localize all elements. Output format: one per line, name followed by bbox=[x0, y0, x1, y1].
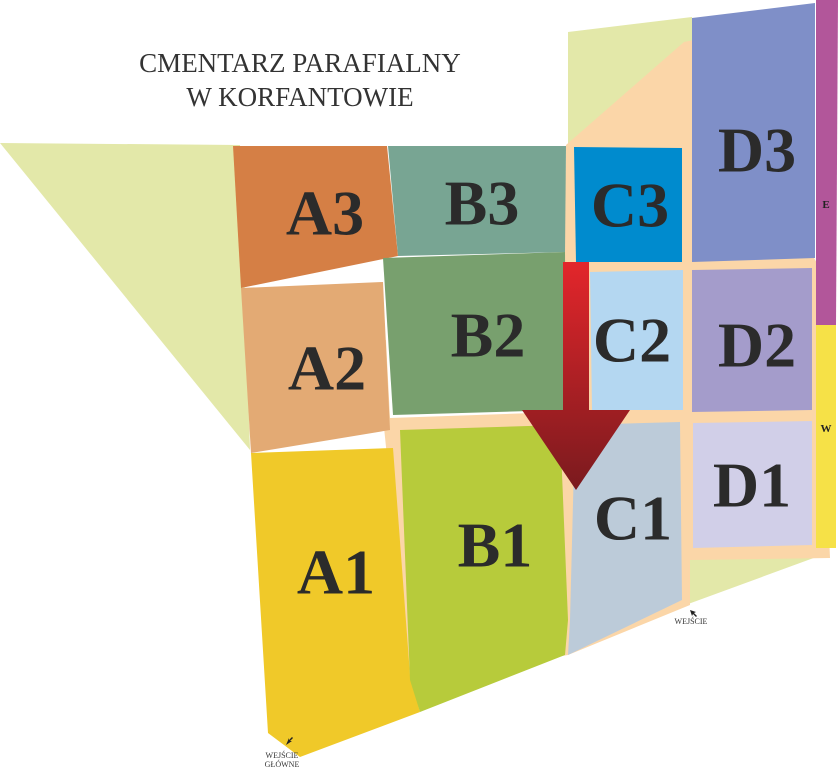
sector-c1[interactable]: C1 bbox=[568, 422, 682, 655]
sector-shape bbox=[241, 282, 390, 453]
sector-label: D2 bbox=[718, 310, 796, 381]
strip-w-label: W bbox=[821, 423, 832, 435]
sector-shape bbox=[251, 448, 420, 757]
sector-b2[interactable]: B2 bbox=[383, 252, 566, 415]
sector-shape bbox=[400, 425, 568, 712]
sector-shape bbox=[693, 421, 812, 548]
sector-label: B2 bbox=[451, 300, 526, 371]
sector-d2[interactable]: D2 bbox=[692, 268, 812, 412]
sector-shape bbox=[692, 268, 812, 412]
side-entrance[interactable]: WEJŚCIE bbox=[675, 610, 708, 626]
sector-b3[interactable]: B3 bbox=[388, 146, 566, 256]
main-entrance-label-1: WEJŚCIE bbox=[266, 750, 299, 760]
sector-label: B3 bbox=[445, 168, 520, 239]
sector-c2[interactable]: C2 bbox=[590, 270, 683, 410]
sector-a2[interactable]: A2 bbox=[241, 282, 390, 453]
sector-shape bbox=[590, 270, 683, 410]
sector-d1[interactable]: D1 bbox=[693, 421, 812, 548]
pointer-arrow-icon bbox=[690, 610, 697, 617]
sector-shape bbox=[383, 252, 566, 415]
side-entrance-label: WEJŚCIE bbox=[675, 616, 708, 626]
sector-shape bbox=[233, 146, 398, 288]
sectors: A3 A2 A1 B3 B2 B1 C3 C2 C1 D3 D2 D1 bbox=[233, 3, 815, 757]
strip-e-label: E bbox=[822, 199, 829, 211]
sector-label: C3 bbox=[591, 170, 669, 241]
sector-label: C2 bbox=[593, 305, 671, 376]
strip-e[interactable]: E bbox=[816, 0, 838, 325]
pointer-arrow-icon bbox=[286, 737, 293, 745]
sector-shape bbox=[568, 422, 682, 655]
map-title-line2: W KORFANTOWIE bbox=[186, 82, 413, 112]
map-title-line1: CMENTARZ PARAFIALNY bbox=[139, 48, 461, 78]
sector-a3[interactable]: A3 bbox=[233, 146, 398, 288]
sector-d3[interactable]: D3 bbox=[692, 3, 815, 262]
sector-label: A1 bbox=[297, 537, 375, 608]
main-entrance[interactable]: WEJŚCIE GŁÓWNE bbox=[265, 737, 300, 768]
sector-shape bbox=[388, 146, 566, 256]
sector-label: B1 bbox=[458, 510, 533, 581]
sector-shape bbox=[692, 3, 815, 262]
sector-label: C1 bbox=[594, 483, 672, 554]
strip-w[interactable]: W bbox=[816, 325, 836, 548]
sector-label: A2 bbox=[288, 333, 366, 404]
main-entrance-label-2: GŁÓWNE bbox=[265, 759, 300, 768]
sector-c3[interactable]: C3 bbox=[574, 147, 682, 262]
sector-label: D3 bbox=[718, 115, 796, 186]
sector-label: A3 bbox=[286, 178, 364, 249]
sector-a1[interactable]: A1 bbox=[251, 448, 420, 757]
down-arrow-icon bbox=[522, 262, 630, 490]
sector-label: D1 bbox=[713, 450, 791, 521]
sector-b1[interactable]: B1 bbox=[400, 425, 568, 712]
grass-left bbox=[0, 143, 250, 450]
grass-bottom-right bbox=[680, 552, 830, 607]
sector-shape bbox=[574, 147, 682, 262]
